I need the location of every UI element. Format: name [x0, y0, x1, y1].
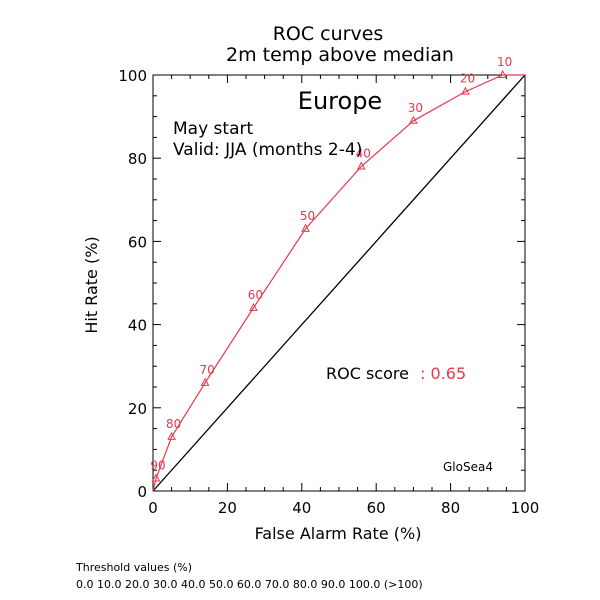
- y-tick-label: 60: [128, 233, 147, 251]
- y-tick-label: 100: [118, 67, 147, 85]
- roc-point-label: 60: [248, 288, 263, 302]
- roc-point-marker: [151, 473, 161, 482]
- y-tick-label: 20: [128, 400, 147, 418]
- roc-point-marker: [356, 161, 366, 170]
- roc-score: ROC score : 0.65: [326, 364, 466, 383]
- diagonal-line: [152, 74, 526, 492]
- x-axis-label: False Alarm Rate (%): [255, 524, 422, 543]
- x-tick-label: 40: [292, 499, 311, 517]
- roc-point-label: 40: [356, 147, 371, 161]
- roc-point-label: 50: [300, 209, 315, 223]
- start-label: May start: [173, 119, 253, 139]
- roc-curve-line: [152, 74, 525, 492]
- roc-score-label: ROC score: [326, 364, 409, 383]
- roc-point-marker: [167, 431, 176, 440]
- x-tick-label: 60: [367, 499, 386, 517]
- roc-point-label: 20: [460, 72, 475, 86]
- roc-point-label: 90: [150, 459, 165, 473]
- roc-point-label: 70: [199, 363, 214, 377]
- valid-label: Valid: JJA (months 2-4): [173, 140, 362, 160]
- y-tick-label: 40: [128, 317, 147, 335]
- chart-title: ROC curves: [273, 23, 384, 45]
- roc-point-label: 80: [166, 417, 181, 431]
- x-tick-label: 80: [441, 499, 460, 517]
- roc-score-value: : 0.65: [420, 364, 466, 383]
- y-tick-label: 80: [128, 150, 147, 168]
- roc-point-marker: [301, 223, 310, 232]
- roc-point-marker: [249, 302, 258, 311]
- plot-axes: 0 20 40 60 80 100 0 20 40 60 80 100: [118, 67, 539, 517]
- model-label: GloSea4: [443, 460, 493, 474]
- roc-point-label: 30: [408, 101, 423, 115]
- roc-point-marker: [461, 86, 470, 95]
- threshold-heading: Threshold values (%): [76, 561, 193, 574]
- roc-point-marker: [200, 377, 210, 386]
- y-axis-label: Hit Rate (%): [82, 236, 101, 333]
- x-tick-label: 20: [218, 499, 237, 517]
- y-tick-label: 0: [137, 483, 147, 501]
- no-skill-diagonal: [152, 74, 526, 492]
- roc-curve: 90 80 70 60 50 40 30 20 10: [150, 55, 525, 492]
- roc-point-marker: [498, 69, 508, 78]
- roc-point-marker: [409, 115, 418, 124]
- threshold-values: 0.0 10.0 20.0 30.0 40.0 50.0 60.0 70.0 8…: [76, 578, 423, 591]
- x-tick-label: 100: [511, 499, 540, 517]
- x-tick-label: 0: [148, 499, 158, 517]
- chart-subtitle: 2m temp above median: [226, 44, 454, 66]
- region-label: Europe: [298, 87, 382, 115]
- roc-point-label: 10: [497, 55, 512, 69]
